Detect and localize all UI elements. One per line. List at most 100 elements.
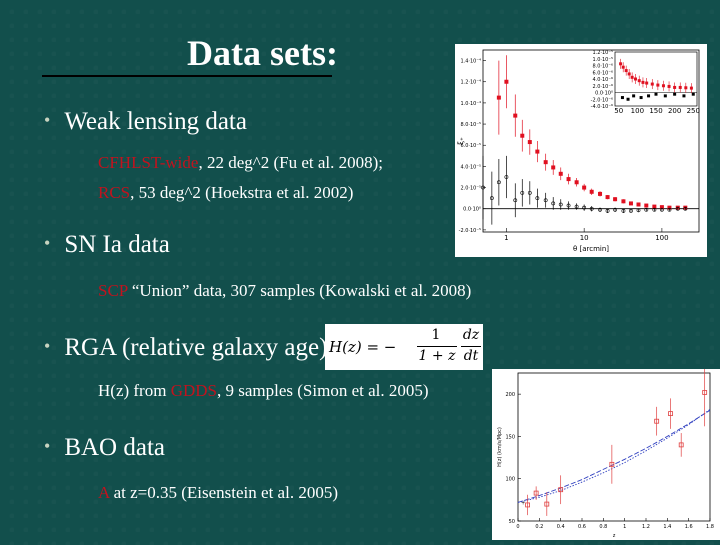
data-point-cfhtls xyxy=(652,204,657,209)
x-tick-label: 0.6 xyxy=(578,524,586,530)
data-point-cfhtls xyxy=(589,189,594,194)
x-tick-label: 1 xyxy=(623,524,626,530)
source-line-gdds: H(z) from GDDS, 9 samples (Simon et al. … xyxy=(98,381,429,401)
inset-y-tick-label: 1.0·10⁻⁵ xyxy=(592,57,613,63)
y-tick-label: 200 xyxy=(505,392,515,398)
y-tick-label: -2.0·10⁻⁵ xyxy=(459,228,481,234)
inset-point-red xyxy=(637,79,641,83)
y-tick-label: 2.0·10⁻⁵ xyxy=(460,186,481,192)
x-tick-label: 0.8 xyxy=(599,524,607,530)
data-point-rcs xyxy=(652,207,657,212)
y-tick-label: 100 xyxy=(505,477,515,483)
inset-y-tick-label: 6.0·10⁻⁶ xyxy=(592,70,613,76)
formula-frac2-bar xyxy=(461,346,481,347)
data-point-rcs xyxy=(589,206,594,211)
source-line-rcs: RCS, 53 deg^2 (Hoekstra et al. 2002) xyxy=(98,183,353,203)
inset-point-red xyxy=(656,83,660,87)
dataset-name: GDDS xyxy=(170,381,217,400)
inset-point-red xyxy=(634,77,637,81)
inset-point-black xyxy=(632,94,636,98)
y-axis-label: H(z) (km/s/Mpc) xyxy=(497,427,503,467)
inset-point-red xyxy=(645,81,649,85)
bullet-heading: Weak lensing data xyxy=(64,108,247,135)
inset-x-tick-label: 150 xyxy=(649,107,662,115)
data-point-rcs xyxy=(551,201,556,206)
dataset-detail: , 9 samples (Simon et al. 2005) xyxy=(217,381,429,400)
data-point-rcs xyxy=(535,196,540,201)
inset-y-tick-label: 8.0·10⁻⁶ xyxy=(592,64,613,70)
data-point-cfhtls xyxy=(598,191,603,196)
inset-y-tick-label: -2.0·10⁻⁶ xyxy=(591,97,613,103)
data-point-rcs xyxy=(613,207,617,212)
inset-y-tick-label: 2.0·10⁻⁶ xyxy=(592,84,613,90)
x-tick-label: 0.2 xyxy=(535,524,543,530)
data-point-rcs xyxy=(660,207,664,212)
data-point-cfhtls xyxy=(496,95,501,100)
inset-x-tick-label: 100 xyxy=(631,107,644,115)
model-curve xyxy=(517,409,711,503)
dataset-detail: , 53 deg^2 (Hoekstra et al. 2002) xyxy=(130,183,354,202)
dataset-name: SCP xyxy=(98,281,128,300)
bullet-bao: • BAO data xyxy=(44,434,165,462)
data-point-rcs xyxy=(629,208,633,213)
data-point-rcs xyxy=(504,175,509,179)
formula-frac1-den: 1 + z xyxy=(418,348,456,364)
inset-point-black xyxy=(620,96,624,100)
inset-x-tick-label: 200 xyxy=(668,107,681,115)
data-point-cfhtls xyxy=(582,185,587,190)
hz-chart: 200 150 100 500 0.2 0.4 0.6 0.8 1 1.2 1.4 1.6 1.8 z H(… xyxy=(497,358,714,539)
dataset-detail: , 22 deg^2 (Fu et al. 2008); xyxy=(198,153,384,172)
hz-data-point xyxy=(533,490,539,496)
y-tick-label: 1.2·10⁻⁴ xyxy=(460,80,481,86)
formula-frac1-bar xyxy=(417,346,457,347)
data-point-rcs xyxy=(527,190,532,195)
hz-data-point xyxy=(668,411,673,416)
inset-point-red xyxy=(641,80,645,84)
data-point-rcs xyxy=(621,208,626,213)
bullet-marker: • xyxy=(44,233,51,253)
data-point-rcs xyxy=(574,204,579,209)
y-tick-label: 4.0·10⁻⁵ xyxy=(460,164,481,170)
inset-y-tick-label: -4.0·10⁻⁶ xyxy=(591,104,613,110)
data-point-cfhtls xyxy=(636,202,641,207)
data-point-rcs xyxy=(605,208,610,213)
inset-point-red xyxy=(650,82,654,86)
y-tick-label: 50 xyxy=(509,519,515,525)
inset-point-red xyxy=(673,85,677,89)
data-point-cfhtls xyxy=(504,79,509,84)
formula-lhs: H(z) = − xyxy=(329,338,397,356)
hz-data-point xyxy=(702,390,708,395)
bullet-marker: • xyxy=(44,110,51,130)
dataset-detail: at z=0.35 (Eisenstein et al. 2005) xyxy=(109,483,338,502)
data-point-cfhtls xyxy=(527,140,532,145)
data-point-cfhtls xyxy=(628,201,633,206)
data-point-rcs xyxy=(558,202,563,207)
inset-point-red xyxy=(621,65,625,69)
inset-point-black xyxy=(654,92,658,96)
inset-point-black xyxy=(626,97,630,101)
inset-point-black xyxy=(647,94,651,98)
data-point-cfhtls xyxy=(520,133,525,138)
data-point-rcs xyxy=(543,198,548,203)
y-axis-label: ξ₊ xyxy=(457,137,465,145)
bullet-marker: • xyxy=(44,436,51,456)
inset-point-black xyxy=(673,92,677,96)
inset-point-red xyxy=(661,84,665,88)
data-point-cfhtls xyxy=(558,171,563,176)
data-point-cfhtls xyxy=(667,205,672,210)
inset-point-black xyxy=(663,94,667,98)
y-tick-label: 1.4·10⁻⁴ xyxy=(460,59,481,65)
inset-x-tick-label: 50 xyxy=(614,107,623,115)
data-point-rcs xyxy=(566,203,571,208)
data-point-rcs xyxy=(513,198,518,203)
data-point-cfhtls xyxy=(513,113,518,118)
inset-point-red xyxy=(684,86,688,90)
data-point-rcs xyxy=(675,206,680,211)
hz-formula: H(z) = − 1 1 + z dz dt xyxy=(325,324,483,370)
inset-y-tick-label: 0.0·10⁰ xyxy=(595,91,613,97)
data-point-rcs xyxy=(683,206,688,211)
data-point-cfhtls xyxy=(543,160,548,165)
data-point-cfhtls xyxy=(551,165,556,170)
x-tick-label: 10 xyxy=(580,234,589,242)
x-tick-label: 1.4 xyxy=(663,524,671,530)
